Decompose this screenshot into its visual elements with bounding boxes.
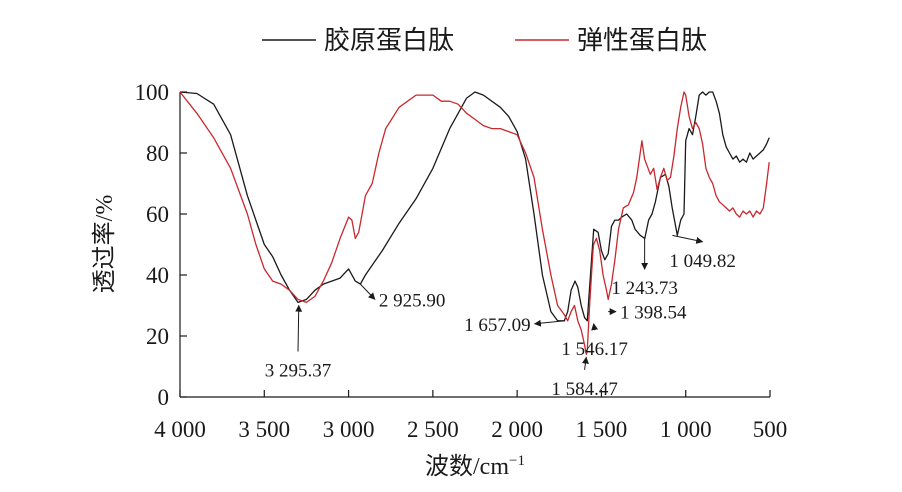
annotation-arrow bbox=[672, 234, 704, 244]
peak-label: 1 049.82 bbox=[669, 251, 736, 272]
annotation-arrow bbox=[581, 356, 589, 370]
x-tick-label: 3 500 bbox=[238, 417, 290, 442]
annotation-layer: 3 295.37 2 925.90 1 657.09 1 584.47 1 546.17… bbox=[265, 234, 736, 400]
x-tick-label: 500 bbox=[753, 417, 788, 442]
peak-label: 2 925.90 bbox=[379, 290, 446, 311]
annotation-arrow bbox=[533, 319, 566, 327]
peak-label: 3 295.37 bbox=[265, 361, 332, 382]
x-tick-label: 2 500 bbox=[407, 417, 459, 442]
x-tick-label: 2 000 bbox=[491, 417, 543, 442]
y-tick-label: 20 bbox=[146, 324, 169, 349]
annotation-arrow bbox=[360, 283, 376, 300]
annotation-arrow bbox=[295, 304, 303, 352]
y-tick-label: 0 bbox=[158, 385, 170, 410]
series-line-elastin bbox=[179, 91, 770, 355]
series-line-collagen bbox=[179, 91, 770, 322]
x-axis-title-sup: −1 bbox=[509, 453, 525, 469]
x-tick-label: 1 500 bbox=[576, 417, 628, 442]
legend: 胶原蛋白肽 弹性蛋白肽 bbox=[262, 26, 707, 56]
x-tick-label: 4 000 bbox=[154, 417, 206, 442]
peak-label: 1 584.47 bbox=[551, 379, 618, 400]
peak-label: 1 546.17 bbox=[561, 339, 628, 360]
peak-label: 1 657.09 bbox=[464, 315, 531, 336]
y-ticks: 0 20 40 60 80 100 bbox=[135, 80, 187, 410]
axes bbox=[179, 92, 770, 398]
peak-label: 1 243.73 bbox=[611, 278, 678, 299]
x-ticks: 4 000 3 500 3 000 2 500 2 000 1 500 1 000 500 bbox=[154, 390, 787, 442]
legend-label-elastin: 弹性蛋白肽 bbox=[577, 26, 707, 56]
y-axis-title: 透过率/% bbox=[91, 195, 118, 294]
series-layer bbox=[179, 91, 770, 355]
y-tick-label: 100 bbox=[135, 80, 170, 105]
y-tick-label: 40 bbox=[146, 263, 169, 288]
x-axis-title-text: 波数/cm bbox=[425, 453, 509, 480]
annotation-arrow bbox=[591, 323, 599, 331]
x-tick-label: 1 000 bbox=[660, 417, 712, 442]
x-axis-title: 波数/cm−1 bbox=[425, 453, 525, 480]
legend-label-collagen: 胶原蛋白肽 bbox=[324, 26, 454, 56]
x-tick-label: 3 000 bbox=[323, 417, 375, 442]
peak-label: 1 398.54 bbox=[620, 303, 687, 324]
y-tick-label: 80 bbox=[146, 141, 169, 166]
y-tick-label: 60 bbox=[146, 202, 169, 227]
